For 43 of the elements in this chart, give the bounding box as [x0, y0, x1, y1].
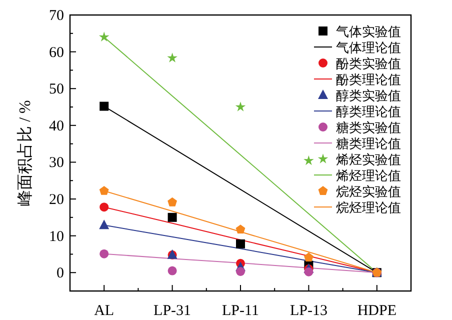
y-tick-label: 30 — [49, 155, 64, 172]
legend-label: 烷烃理论值 — [336, 200, 401, 215]
legend-label: 酚类理论值 — [336, 72, 401, 87]
y-tick-label: 40 — [49, 118, 64, 134]
y-tick-label: 10 — [49, 228, 64, 245]
legend-label: 烷烃实验值 — [336, 184, 401, 199]
legend-label: 醇类实验值 — [336, 88, 401, 103]
x-tick-label: AL — [94, 303, 114, 319]
point — [99, 220, 110, 230]
point — [167, 52, 178, 62]
point — [98, 32, 110, 42]
point — [168, 266, 177, 276]
point — [236, 224, 246, 234]
legend-label: 酚类实验值 — [336, 56, 401, 71]
point — [100, 249, 109, 258]
point — [100, 102, 109, 111]
point — [304, 155, 314, 166]
x-tick-label: LP-31 — [154, 303, 192, 319]
point — [304, 252, 314, 262]
point — [304, 267, 314, 276]
legend-label: 烯烃理论值 — [336, 168, 401, 183]
x-tick-label: LP-11 — [222, 303, 259, 319]
legend-label: 醇类理论值 — [336, 104, 401, 119]
y-tick-label: 20 — [49, 192, 64, 208]
point — [236, 266, 245, 276]
y-tick-label: 50 — [49, 82, 64, 98]
x-tick-label: LP-13 — [290, 303, 328, 319]
point — [235, 102, 246, 112]
y-tick-label: 70 — [49, 8, 64, 24]
legend-label: 糖类理论值 — [336, 136, 401, 151]
x-tick-label: HDPE — [357, 303, 396, 319]
point — [100, 202, 109, 212]
y-tick-label: 0 — [56, 266, 64, 282]
point — [236, 239, 245, 248]
legend-label: 气体理论值 — [336, 40, 401, 55]
point — [168, 212, 177, 222]
point — [99, 186, 109, 195]
legend-label: 气体实验值 — [336, 24, 401, 39]
y-axis-title: 峰面积占比 / % — [16, 100, 34, 206]
legend-label: 烯烃实验值 — [336, 152, 401, 167]
point — [168, 197, 178, 206]
legend-label: 糖类实验值 — [336, 120, 401, 135]
y-tick-label: 60 — [49, 44, 64, 61]
